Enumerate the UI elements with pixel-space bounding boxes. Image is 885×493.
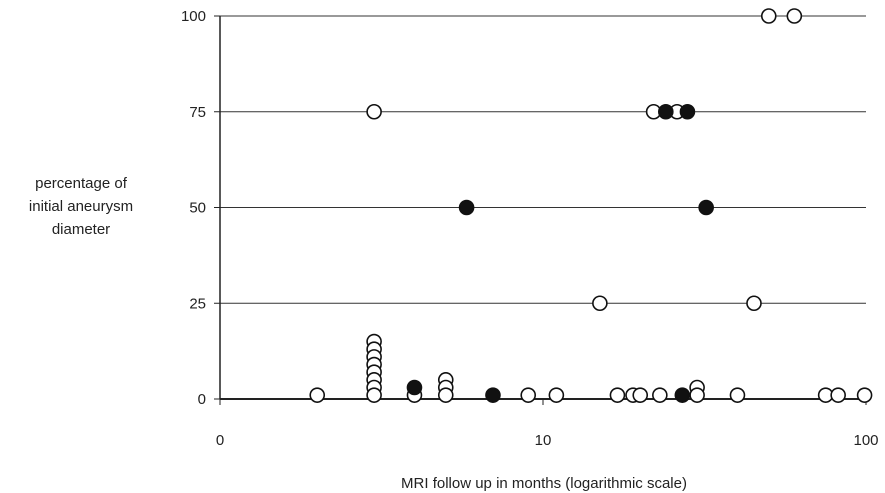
y-tick-label: 75 (189, 104, 206, 121)
filled-point (658, 103, 674, 120)
open-point (786, 8, 803, 24)
open-point (632, 387, 649, 403)
y-tick-label: 100 (181, 8, 206, 25)
open-point (689, 387, 705, 403)
y-axis-title-line-3: diameter (51, 221, 111, 238)
y-axis-title-line-2: initial aneurysm (28, 198, 134, 215)
y-tick-label: 50 (189, 200, 206, 217)
x-axis-title: MRI follow up in months (logarithmic sca… (401, 475, 687, 492)
x-tick-label: 10 (535, 432, 552, 449)
open-point (652, 387, 668, 403)
open-point (366, 103, 382, 120)
open-point (548, 387, 565, 403)
open-point (729, 387, 746, 403)
filled-point (679, 103, 696, 120)
open-point (366, 387, 382, 403)
x-tick-label: 0 (216, 432, 224, 449)
y-tick-label: 25 (189, 295, 206, 312)
open-point (592, 295, 608, 312)
open-point (760, 8, 777, 24)
filled-point (674, 387, 691, 403)
axes (219, 16, 866, 400)
open-point (609, 387, 626, 403)
open-point (437, 387, 454, 403)
open-point (830, 387, 846, 403)
x-tick-labels: 0 10 100 (216, 432, 879, 449)
x-tick-label: 100 (853, 432, 878, 449)
open-point (520, 387, 537, 403)
y-tick-labels: 0 25 50 75 100 (181, 8, 206, 408)
grid-lines (214, 15, 867, 405)
data-points (309, 8, 873, 403)
filled-point (406, 379, 423, 396)
y-axis-title: percentage of initial aneurysm diameter (0, 172, 162, 241)
open-point (746, 295, 762, 312)
filled-point (458, 199, 475, 216)
open-point (309, 387, 326, 403)
filled-point (698, 199, 714, 216)
y-axis-title-line-1: percentage of (35, 175, 127, 192)
filled-point (485, 387, 501, 403)
open-point (856, 387, 873, 403)
y-tick-label: 0 (198, 391, 206, 408)
